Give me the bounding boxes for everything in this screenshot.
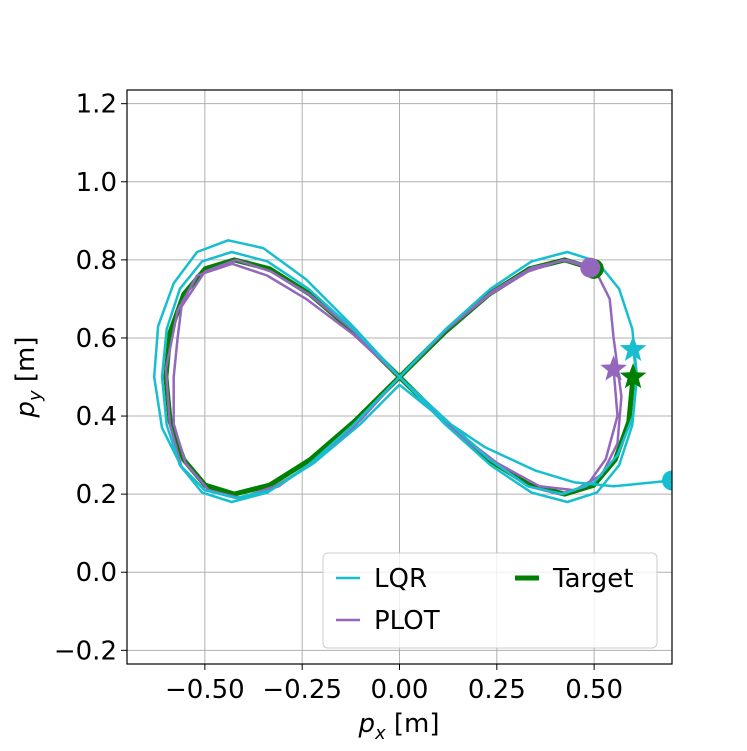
y-tick-label: 1.0	[76, 168, 117, 198]
y-tick-label: 0.2	[76, 480, 117, 510]
label-unit: [m]	[11, 336, 41, 382]
y-tick-label: 0.6	[76, 324, 117, 354]
legend-label: LQR	[374, 564, 427, 594]
y-tick-label: 0.8	[76, 246, 117, 276]
label-space	[11, 382, 41, 390]
y-tick-label: 1.2	[76, 90, 117, 120]
ticks: −0.50 −0.25 0.00 0.25 0.50 −0.2 0.0 0.2 0.4 0.6 0.…	[54, 90, 623, 705]
series-line	[164, 258, 623, 500]
legend-frame	[322, 552, 658, 649]
label-space	[386, 709, 394, 739]
legend: LQR PLOT Target	[322, 552, 658, 649]
label-symbol: p	[357, 709, 375, 739]
label-subscript: y	[25, 390, 46, 402]
series-line	[152, 239, 672, 504]
x-tick-label: 0.50	[565, 675, 623, 705]
start-marker	[619, 335, 647, 361]
label-unit: [m]	[394, 709, 440, 739]
x-axis-label: px [m]	[357, 709, 439, 744]
start-marker	[600, 355, 627, 381]
y-axis-label: py [m]	[11, 336, 46, 418]
legend-label: Target	[552, 564, 633, 594]
end-marker	[580, 257, 601, 278]
plot-area	[152, 239, 672, 504]
y-tick-label: −0.2	[54, 636, 117, 666]
label-symbol: p	[11, 401, 41, 419]
x-tick-label: −0.25	[262, 675, 342, 705]
x-tick-label: 0.25	[468, 675, 526, 705]
end-marker	[662, 470, 672, 491]
y-tick-label: 0.0	[76, 558, 117, 588]
y-tick-label: 0.4	[76, 402, 117, 432]
label-subscript: x	[374, 723, 386, 744]
legend-label: PLOT	[374, 606, 440, 636]
grid	[127, 90, 672, 664]
start-marker	[619, 363, 647, 389]
x-tick-label: 0.00	[371, 675, 429, 705]
x-tick-label: −0.50	[165, 675, 245, 705]
